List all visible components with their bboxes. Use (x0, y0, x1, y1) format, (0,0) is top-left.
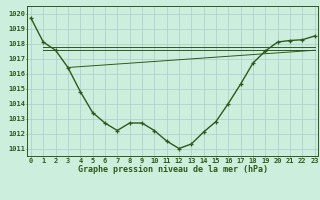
X-axis label: Graphe pression niveau de la mer (hPa): Graphe pression niveau de la mer (hPa) (78, 165, 268, 174)
